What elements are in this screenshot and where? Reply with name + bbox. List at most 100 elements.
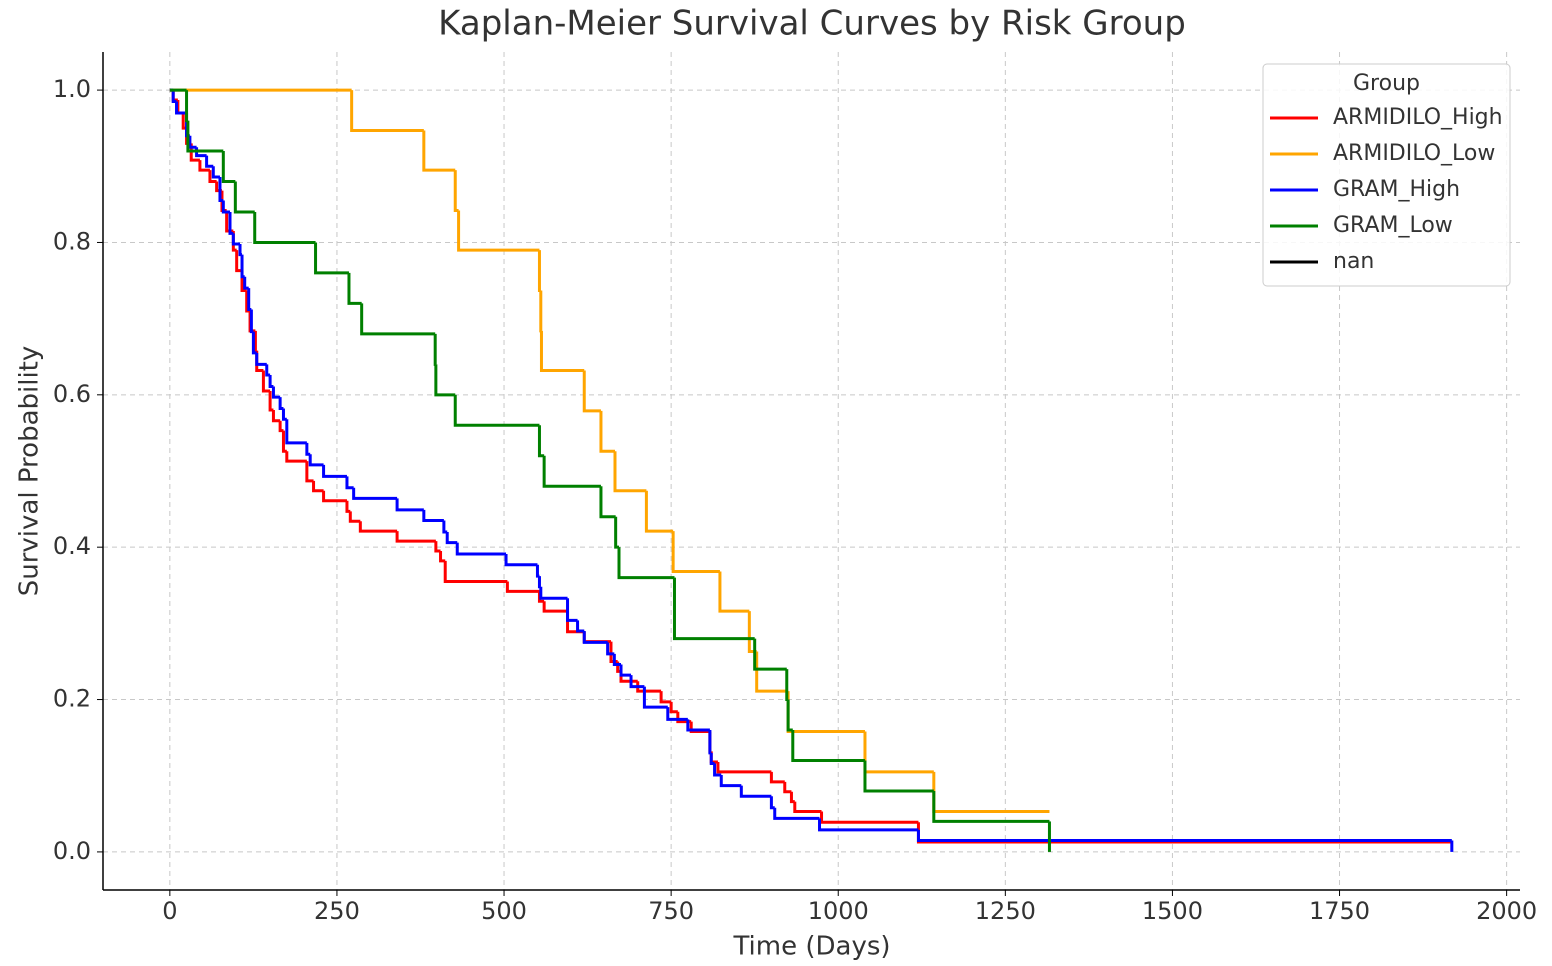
step-segment	[347, 272, 362, 305]
step-segment	[716, 762, 772, 774]
x-tick-label: 1500	[1142, 897, 1203, 925]
step-segment	[176, 99, 184, 115]
step-segment	[434, 541, 441, 553]
step-segment	[221, 151, 236, 184]
step-segment	[783, 781, 792, 794]
step-segment	[769, 771, 785, 784]
step-segment	[582, 370, 601, 413]
step-segment	[443, 560, 508, 583]
step-segment	[793, 801, 822, 814]
step-segment	[268, 375, 274, 388]
step-segment	[576, 620, 585, 633]
step-segment	[249, 309, 254, 334]
step-segment	[360, 303, 436, 336]
step-segment	[542, 455, 601, 488]
step-segment	[271, 386, 281, 399]
step-segment	[599, 410, 615, 453]
step-segment	[789, 791, 795, 804]
step-segment	[719, 774, 742, 788]
step-segment	[773, 807, 820, 820]
step-segment	[395, 498, 424, 512]
step-segment	[281, 408, 287, 421]
step-segment	[278, 420, 284, 433]
step-segment	[818, 818, 919, 832]
step-segment	[422, 130, 456, 172]
step-segment	[358, 521, 398, 533]
step-segment	[345, 500, 351, 513]
step-segment	[439, 550, 446, 563]
step-segment	[753, 638, 787, 671]
step-segment	[612, 653, 622, 667]
step-segment	[614, 516, 620, 549]
legend-title: Group	[1353, 71, 1420, 96]
x-tick-label: 1750	[1309, 897, 1370, 925]
step-segment	[599, 486, 616, 519]
step-segment	[791, 730, 865, 762]
step-segment	[211, 166, 220, 179]
step-segment	[238, 243, 243, 257]
y-tick-label: 1.0	[53, 75, 91, 103]
legend-label: ARMIDILO_High	[1333, 105, 1503, 130]
step-segment	[820, 811, 919, 824]
legend-label: nan	[1333, 249, 1374, 274]
step-segment	[457, 210, 540, 252]
step-segment	[709, 752, 715, 766]
step-segment	[504, 554, 538, 567]
step-segment	[932, 771, 1050, 814]
step-segment	[642, 686, 668, 709]
step-segment	[713, 763, 722, 777]
step-segment	[708, 730, 712, 755]
step-segment	[785, 669, 789, 702]
step-segment	[350, 90, 424, 132]
chart-title: Kaplan-Meier Survival Curves by Risk Gro…	[438, 4, 1186, 44]
step-segment	[539, 586, 568, 600]
step-segment	[233, 181, 255, 214]
step-segment	[175, 101, 187, 115]
step-segment	[619, 664, 632, 677]
step-segment	[305, 442, 311, 456]
step-segment	[769, 796, 775, 810]
series-line	[169, 88, 1454, 852]
step-segment	[539, 330, 585, 372]
step-segment	[786, 691, 865, 734]
step-segment	[659, 691, 672, 704]
step-segment	[755, 651, 789, 693]
step-segment	[613, 451, 647, 493]
series-line	[169, 88, 1051, 852]
step-segment	[686, 719, 710, 732]
step-segment	[739, 785, 772, 798]
step-segment	[669, 701, 678, 714]
x-tick-label: 0	[162, 897, 177, 925]
step-segment	[312, 480, 324, 493]
x-tick-label: 1250	[975, 897, 1036, 925]
step-segment	[231, 233, 241, 246]
step-segment	[537, 576, 541, 589]
step-segment	[434, 364, 456, 397]
step-segment	[285, 419, 307, 445]
y-tick-label: 0.2	[53, 685, 91, 713]
x-tick-label: 1000	[808, 897, 869, 925]
x-tick-label: 500	[481, 897, 527, 925]
step-segment	[542, 601, 568, 613]
legend: Group ARMIDILO_High ARMIDILO_Low GRAM_High G…	[1262, 63, 1511, 287]
step-segment	[345, 476, 354, 490]
step-segment	[255, 352, 267, 366]
x-axis-label: Time (Days)	[732, 932, 890, 962]
step-segment	[253, 211, 316, 244]
step-segment	[455, 542, 507, 556]
step-segment	[308, 454, 324, 467]
step-segment	[245, 290, 251, 313]
step-segment	[582, 630, 608, 644]
step-segment	[198, 160, 210, 172]
step-segment	[261, 370, 271, 393]
step-segment	[422, 509, 444, 523]
step-segment	[171, 90, 177, 104]
step-segment	[666, 707, 688, 721]
step-segment	[582, 631, 611, 644]
step-segment	[916, 829, 1452, 842]
step-segment	[395, 531, 436, 543]
step-segment	[718, 571, 750, 613]
x-tick-label: 750	[648, 897, 694, 925]
step-segment	[305, 461, 314, 483]
